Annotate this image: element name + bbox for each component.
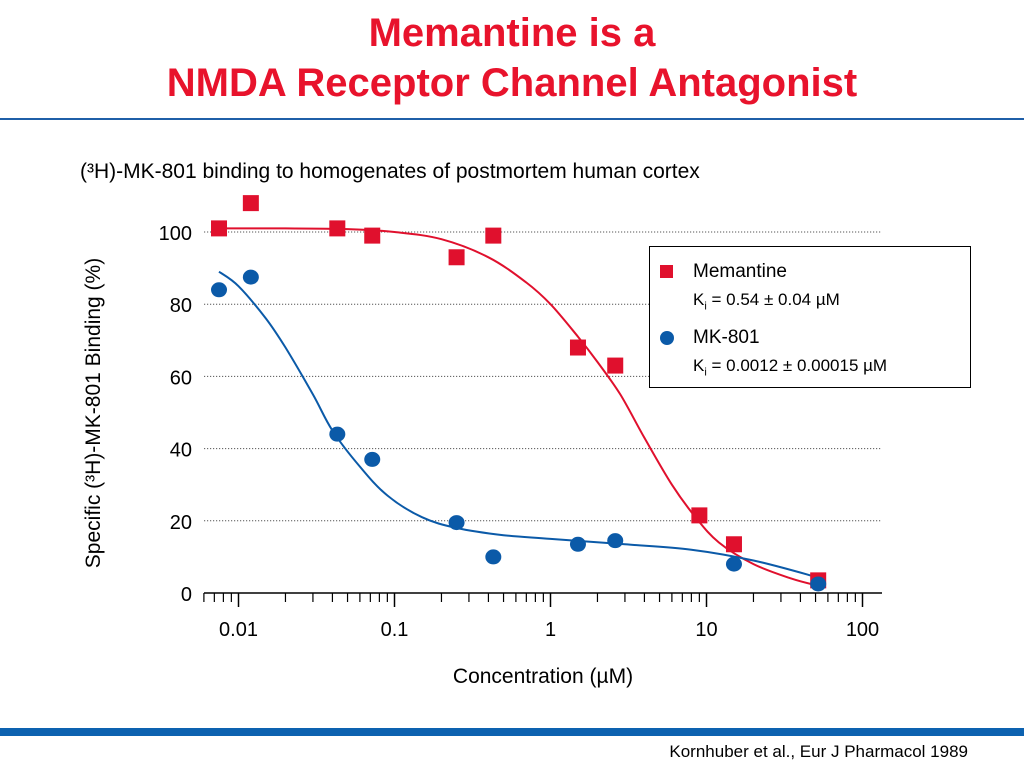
data-point-mk-801 (485, 549, 502, 565)
data-point-mk-801 (569, 536, 586, 552)
data-point-mk-801 (329, 426, 346, 442)
x-tick-label: 0.01 (219, 619, 258, 641)
data-point-mk-801 (607, 533, 624, 549)
ki-subscript: i (704, 300, 707, 313)
data-point-memantine (569, 339, 586, 356)
ki-symbol: K (693, 356, 705, 375)
data-point-memantine (211, 220, 228, 237)
y-axis-title: Specific (³H)-MK-801 Binding (%) (82, 258, 105, 568)
data-point-memantine (485, 227, 502, 244)
legend-ki-mk801: Ki = 0.0012 ± 0.00015 µM (693, 356, 887, 378)
data-point-mk-801 (448, 515, 465, 531)
citation: Kornhuber et al., Eur J Pharmacol 1989 (669, 742, 968, 761)
data-point-mk-801 (810, 576, 827, 592)
data-point-memantine (242, 195, 259, 212)
fit-curve-mk-801 (218, 270, 816, 578)
chart-legend: Memantine Ki = 0.54 ± 0.04 µM MK-801 Ki … (649, 246, 971, 388)
legend-ki-memantine: Ki = 0.54 ± 0.04 µM (693, 290, 840, 312)
y-tick-label: 40 (170, 440, 192, 462)
data-point-memantine (691, 507, 708, 524)
y-tick-label: 60 (170, 367, 192, 389)
footer-bar (0, 728, 1024, 736)
ki-value: = 0.54 ± 0.04 µM (706, 290, 840, 309)
y-tick-label: 0 (181, 584, 192, 606)
legend-label-memantine: Memantine (693, 261, 787, 282)
legend-marker-circle (660, 331, 674, 345)
fit-curve-memantine (218, 227, 819, 587)
title-divider (0, 118, 1024, 120)
legend-marker-square (660, 265, 673, 278)
title-line-1: Memantine is a (368, 11, 656, 55)
data-point-memantine (607, 357, 624, 374)
data-point-memantine (725, 536, 742, 553)
data-point-mk-801 (364, 451, 381, 467)
data-point-mk-801 (725, 556, 742, 572)
y-tick-label: 80 (170, 295, 192, 317)
data-point-memantine (364, 227, 381, 244)
legend-label-mk801: MK-801 (693, 327, 760, 348)
x-tick-label: 10 (695, 619, 717, 641)
data-point-mk-801 (242, 269, 259, 285)
data-point-mk-801 (211, 282, 228, 298)
slide-title: Memantine is a NMDA Receptor Channel Ant… (0, 8, 1024, 108)
ki-subscript: i (704, 366, 707, 379)
x-tick-label: 1 (545, 619, 556, 641)
data-point-memantine (448, 249, 465, 266)
x-tick-label: 0.1 (381, 619, 409, 641)
y-tick-label: 100 (159, 223, 192, 245)
ki-value: = 0.0012 ± 0.00015 µM (706, 356, 888, 375)
x-axis-title: Concentration (µM) (453, 665, 633, 688)
chart-caption: (³H)-MK-801 binding to homogenates of po… (80, 160, 700, 183)
title-line-2: NMDA Receptor Channel Antagonist (166, 61, 858, 105)
data-point-memantine (329, 220, 346, 237)
ki-symbol: K (693, 290, 705, 309)
x-tick-label: 100 (846, 619, 879, 641)
y-tick-label: 20 (170, 512, 192, 534)
